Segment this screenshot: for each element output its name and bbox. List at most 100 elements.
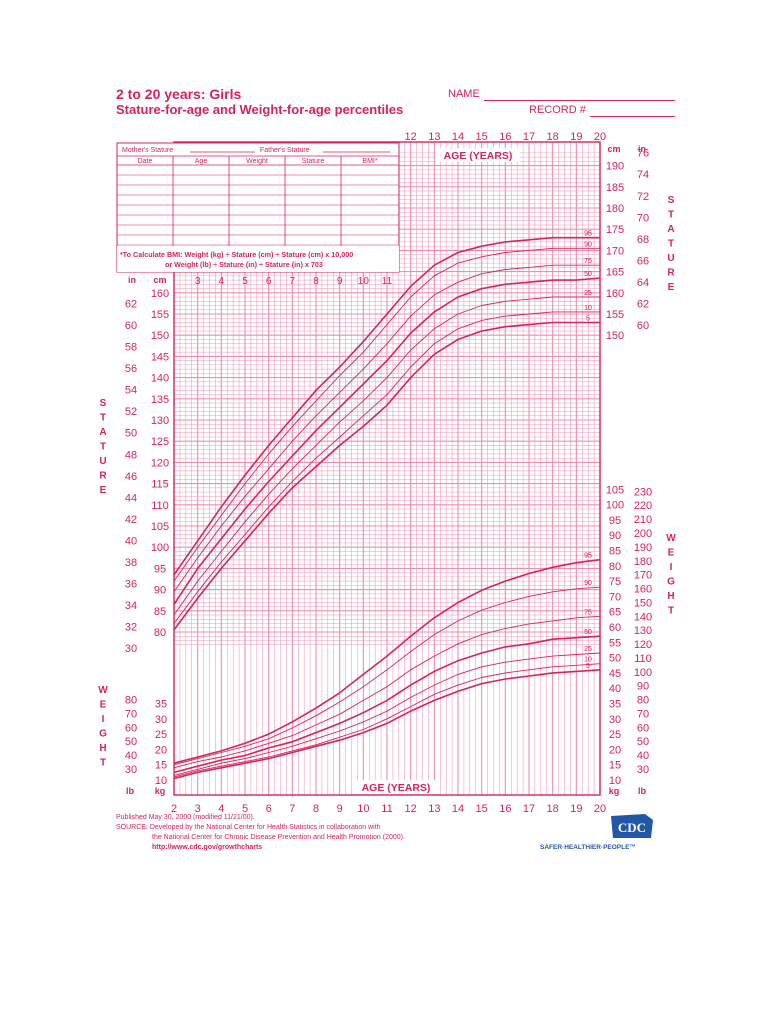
weight-side-label-right: E [668, 548, 675, 559]
weight-lb-tick-left: 60 [125, 722, 137, 734]
stature-in-tick-left: 46 [125, 471, 137, 483]
stature-side-label-right: T [668, 210, 674, 221]
weight-kg-tick-left: 15 [155, 760, 167, 772]
record-table-rows [117, 155, 399, 246]
stature-cm-tick-left: 105 [151, 521, 169, 533]
stature-cm-tick-left: 110 [151, 500, 169, 512]
stature-in-tick-left: 50 [125, 428, 137, 440]
stature-cm-tick-left: 80 [154, 627, 166, 639]
weight-lb-tick-right: 230 [634, 486, 652, 498]
mothers-stature-label: Mother's Stature [122, 147, 173, 154]
age-label-top: AGE (YEARS) [444, 150, 513, 162]
stature-cm-tick-left: 160 [151, 288, 169, 300]
record-table: Mother's Stature Father's Stature Date Ag… [116, 142, 400, 273]
weight-kg-tick-right: 55 [609, 637, 621, 649]
weight-percentile-label: 95 [584, 553, 592, 560]
cdc-tagline: SAFER·HEALTHIER·PEOPLE™ [540, 844, 636, 851]
stature-in-tick-left: 42 [125, 514, 137, 526]
top-age-tick: 16 [499, 131, 511, 143]
footer-url-link[interactable]: http://www.cdc.gov/growthcharts [152, 844, 263, 851]
weight-lb-tick-right: 30 [637, 764, 649, 776]
weight-kg-tick-left: 35 [155, 699, 167, 711]
weight-kg-tick-right: 85 [609, 546, 621, 558]
stature-side-label-right: R [667, 268, 675, 279]
weight-side-label-right: G [667, 577, 675, 588]
stature-in-tick-right: 68 [637, 234, 649, 246]
stature-percentile-label: 90 [584, 241, 592, 248]
stature-unit-cm: cm [153, 275, 166, 285]
bottom-age-tick: 19 [570, 803, 582, 815]
stature-in-tick-right: 74 [637, 169, 649, 181]
stature-cm-tick-left: 140 [151, 373, 169, 385]
age-label-top-bg [436, 148, 520, 162]
stature-cm-tick-right: 150 [606, 330, 624, 342]
weight-percentile-label: 5 [586, 663, 590, 670]
stature-cm-tick-right: 160 [606, 288, 624, 300]
weight-kg-tick-right: 30 [609, 714, 621, 726]
stature-cm-tick-left: 120 [151, 457, 169, 469]
stature-in-tick-left: 38 [125, 557, 137, 569]
stature-percentile-label: 95 [584, 231, 592, 238]
weight-curve-p10 [173, 663, 601, 778]
weight-lb-tick-right: 210 [634, 514, 652, 526]
top-age-tick: 14 [452, 131, 464, 143]
bottom-age-tick: 17 [523, 803, 535, 815]
weight-lb-tick-left: 70 [125, 708, 137, 720]
weight-lb-tick-right: 140 [634, 611, 652, 623]
bottom-age-tick: 5 [242, 803, 248, 815]
stature-in-tick-left: 58 [125, 342, 137, 354]
plot-frame [173, 141, 601, 796]
stature-in-tick-left: 54 [125, 385, 137, 397]
chart-subtitle: Stature-for-age and Weight-for-age perce… [116, 102, 404, 117]
stature-in-tick-left: 30 [125, 643, 137, 655]
stature-cm-tick-left: 145 [151, 351, 169, 363]
weight-lb-tick-right: 100 [634, 667, 652, 679]
top-age-tick: 17 [523, 131, 535, 143]
stature-in-tick-right: 76 [637, 148, 649, 160]
cdc-logo: CDC [611, 814, 653, 838]
weight-kg-tick-right: 45 [609, 668, 621, 680]
stature-cm-tick-left: 125 [151, 436, 169, 448]
weight-side-label-left: E [100, 700, 107, 711]
footer-source-line2: the National Center for Chronic Disease … [152, 834, 405, 841]
inner-age-tick: 11 [382, 276, 393, 287]
stature-percentile-label: 50 [584, 271, 592, 278]
weight-kg-tick-right: 95 [609, 515, 621, 527]
inner-age-tick: 9 [337, 276, 343, 287]
name-label: NAME [448, 88, 480, 100]
stature-cm-tick-left: 95 [154, 563, 166, 575]
weight-kg-tick-right: 70 [609, 591, 621, 603]
stature-curve-p25 [173, 296, 600, 616]
fathers-stature-label: Father's Stature [260, 147, 310, 154]
bmi-note-box [117, 246, 399, 272]
weight-curve-p90 [173, 586, 601, 766]
footer-published: Published May 30, 2000 (modified 11/21/0… [116, 814, 255, 821]
record-col-header: BMI* [362, 158, 377, 165]
stature-in-tick-right: 72 [637, 191, 649, 203]
weight-kg-tick-right: 75 [609, 576, 621, 588]
record-line [590, 116, 675, 117]
inner-age-tick: 5 [242, 276, 248, 287]
stature-side-label-right: U [667, 253, 674, 264]
stature-cm-tick-right: 170 [606, 245, 624, 257]
weight-lb-tick-right: 40 [637, 750, 649, 762]
stature-percentile-label: 75 [584, 258, 592, 265]
stature-side-label-right: E [668, 282, 675, 293]
weight-kg-tick-right: 25 [609, 729, 621, 741]
stature-cm-tick-left: 150 [151, 330, 169, 342]
weight-lb-tick-left: 30 [125, 764, 137, 776]
top-age-tick: 19 [570, 131, 582, 143]
bottom-age-tick: 12 [405, 803, 417, 815]
weight-unit-lb-right: lb [638, 786, 647, 796]
weight-kg-tick-right: 60 [609, 622, 621, 634]
chart-title: 2 to 20 years: Girls [116, 86, 242, 102]
stature-in-tick-right: 62 [637, 298, 649, 310]
stature-side-label-right: A [667, 224, 674, 235]
inner-age-tick: 10 [358, 276, 370, 287]
stature-in-tick-right: 70 [637, 212, 649, 224]
stature-side-label-left: A [99, 427, 106, 438]
top-age-tick: 18 [547, 131, 559, 143]
weight-curve-p25 [173, 652, 601, 776]
bottom-age-tick: 8 [313, 803, 319, 815]
stature-percentile-label: 25 [584, 290, 592, 297]
